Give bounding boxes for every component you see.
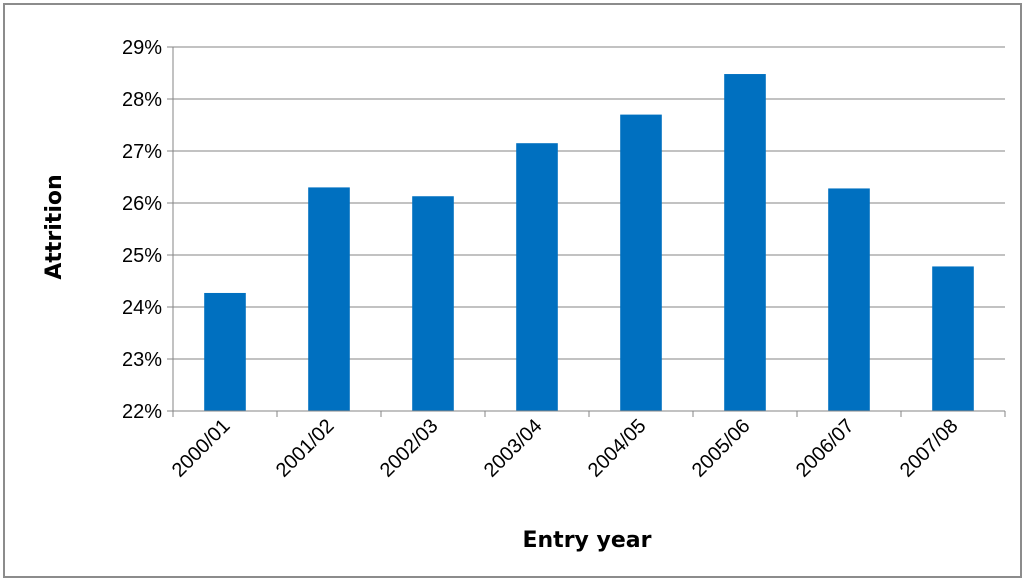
x-tick-labels: 2000/01 2001/02 2002/03 2003/04 2004/05 2005/…	[168, 415, 963, 482]
bar	[828, 188, 870, 411]
y-tick-label: 23%	[122, 349, 162, 371]
x-tick-label: 2004/05	[584, 415, 651, 482]
x-axis-title: Entry year	[522, 528, 651, 553]
y-tick-label: 29%	[122, 37, 162, 59]
bars	[204, 74, 974, 411]
y-tick-label: 27%	[122, 141, 162, 163]
bar	[620, 114, 662, 411]
y-axis-title: Attrition	[42, 174, 67, 279]
y-tick-labels: 22% 23% 24% 25% 26% 27% 28% 29%	[122, 37, 162, 423]
x-tick-label: 2003/04	[480, 415, 547, 482]
x-tick-label: 2001/02	[272, 415, 339, 482]
bar	[412, 196, 454, 411]
y-tick-label: 28%	[122, 89, 162, 111]
y-tick-label: 26%	[122, 193, 162, 215]
y-tick-label: 22%	[122, 401, 162, 423]
chart-frame: 22% 23% 24% 25% 26% 27% 28% 29% 2000/01 2001/02 2…	[3, 3, 1022, 578]
x-tick-label: 2006/07	[792, 415, 859, 482]
bar	[204, 292, 246, 411]
bar	[724, 74, 766, 411]
gridlines	[173, 46, 1005, 360]
bar	[308, 187, 350, 411]
x-tick-label: 2007/08	[896, 415, 963, 482]
x-tick-label: 2005/06	[688, 415, 755, 482]
x-tick-label: 2002/03	[376, 415, 443, 482]
y-tick-label: 25%	[122, 245, 162, 267]
bar	[516, 143, 558, 411]
y-tick-label: 24%	[122, 297, 162, 319]
bar-chart: 22%23%24%25%26%27%28%29% 2000/01 2001/02 2…	[42, 37, 1006, 553]
bar	[932, 266, 974, 411]
axes	[167, 46, 1006, 417]
x-tick-label: 2000/01	[168, 415, 235, 482]
